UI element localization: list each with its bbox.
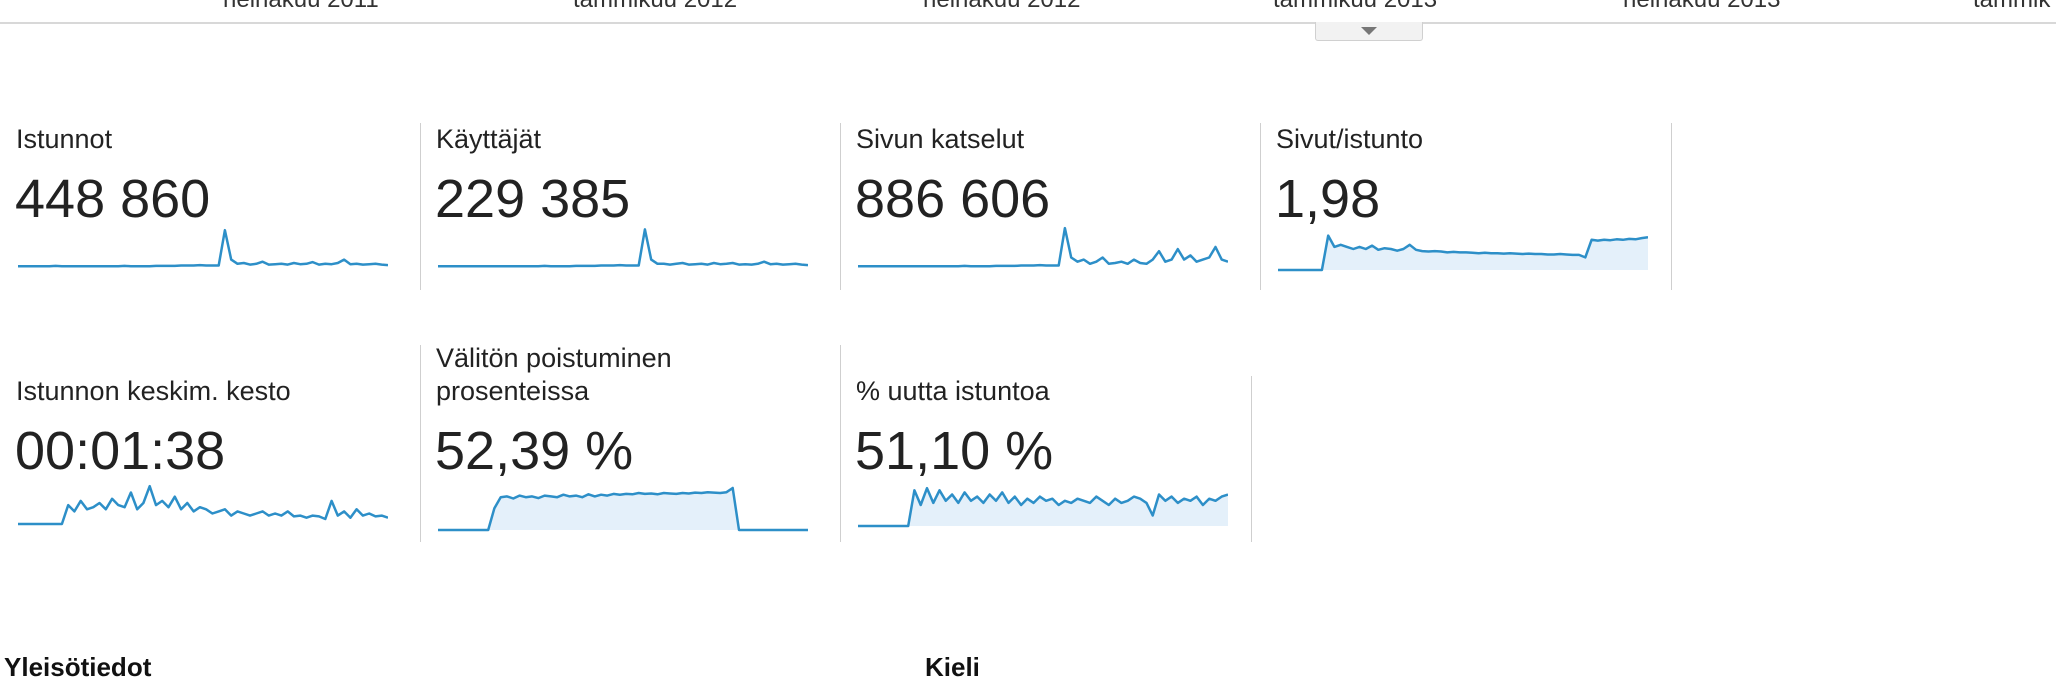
axis-label: tammikuu 2013: [1273, 0, 1437, 14]
metric-value: 448 860: [15, 169, 211, 229]
axis-label: tammikuu 2012: [573, 0, 737, 14]
metric-bounce-rate[interactable]: Välitön poistuminen prosenteissa 52,39 %: [420, 342, 808, 542]
metric-divider: [840, 123, 841, 290]
metric-value: 229 385: [435, 169, 631, 229]
sparkline-area: [438, 488, 808, 530]
timeline-axis: heinäkuu 2011 tammikuu 2012 heinäkuu 201…: [0, 0, 2056, 24]
sparkline-sessions: [18, 228, 388, 268]
metric-pageviews[interactable]: Sivun katselut 886 606: [840, 120, 1228, 290]
metric-divider: [420, 123, 421, 290]
sparkline-line: [1278, 234, 1648, 272]
axis-label: heinäkuu 2012: [923, 0, 1080, 14]
sparkline-line: [438, 228, 808, 268]
metric-value: 51,10 %: [855, 421, 1054, 481]
axis-label: tammik: [1973, 0, 2050, 14]
metric-name: Sivun katselut: [856, 124, 1025, 154]
metric-pages-per-session[interactable]: Sivut/istunto 1,98: [1260, 120, 1672, 290]
metric-value: 1,98: [1275, 169, 1381, 229]
metric-divider: [1251, 376, 1252, 542]
metric-divider: [840, 345, 841, 542]
metric-users[interactable]: Käyttäjät 229 385: [420, 120, 808, 290]
metric-value: 52,39 %: [435, 421, 634, 481]
sparkline-users: [438, 228, 808, 268]
sparkline-line: [18, 228, 388, 268]
sparkline-new-sessions: [858, 486, 1228, 528]
sparkline-avg-session-duration: [18, 484, 388, 526]
metric-name: Istunnot: [16, 124, 113, 154]
axis-label: heinäkuu 2013: [1623, 0, 1780, 14]
metric-new-sessions[interactable]: % uutta istuntoa 51,10 %: [840, 342, 1252, 542]
sparkline-bounce-rate: [438, 486, 808, 532]
metric-name: Istunnon keskim. kesto: [16, 376, 291, 406]
chart-collapse-toggle[interactable]: [1315, 22, 1423, 41]
metric-divider: [420, 345, 421, 542]
metric-value: 886 606: [855, 169, 1051, 229]
sparkline-line: [18, 484, 388, 526]
sparkline-pages-per-session: [1278, 234, 1648, 272]
sparkline-line: [438, 486, 808, 532]
metric-avg-session-duration[interactable]: Istunnon keskim. kesto 00:01:38: [8, 342, 388, 542]
sparkline-line: [858, 486, 1228, 528]
metric-name: Välitön poistuminen prosenteissa: [436, 343, 672, 406]
section-title-audience-overview: Yleisötiedot: [4, 652, 152, 682]
axis-label: heinäkuu 2011: [223, 0, 379, 14]
metric-name: % uutta istuntoa: [856, 376, 1050, 406]
section-title-language: Kieli: [925, 652, 980, 682]
metric-sessions[interactable]: Istunnot 448 860: [8, 120, 388, 290]
sparkline-line: [858, 226, 1228, 268]
metric-divider: [1260, 123, 1261, 290]
metric-name: Sivut/istunto: [1276, 124, 1424, 154]
sparkline-pageviews: [858, 226, 1228, 268]
chevron-down-icon: [1361, 27, 1377, 35]
metric-value: 00:01:38: [15, 421, 226, 481]
metric-name: Käyttäjät: [436, 124, 542, 154]
metric-divider: [1671, 123, 1672, 290]
